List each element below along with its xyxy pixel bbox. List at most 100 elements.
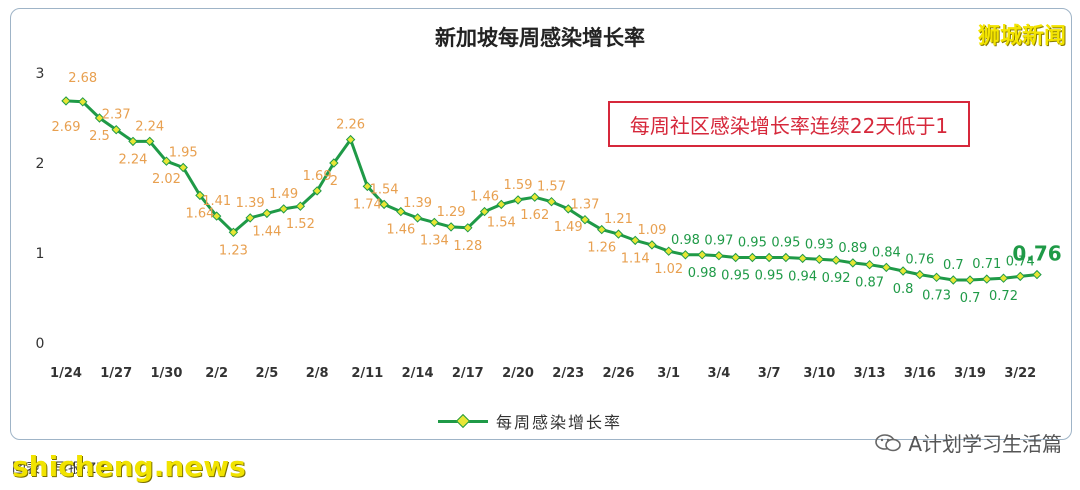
x-tick-label: 2/26 bbox=[603, 366, 635, 381]
x-tick-label: 3/10 bbox=[803, 366, 835, 381]
data-label: 1.34 bbox=[420, 233, 449, 248]
data-label: 1.09 bbox=[637, 223, 666, 238]
data-label: 1.64 bbox=[185, 206, 214, 221]
data-label: 1.23 bbox=[219, 243, 248, 258]
x-tick-label: 3/22 bbox=[1004, 366, 1036, 381]
data-label: 1.62 bbox=[520, 208, 549, 223]
data-label: 1.39 bbox=[403, 196, 432, 211]
data-label: 0.98 bbox=[688, 266, 717, 281]
wechat-icon bbox=[875, 433, 902, 451]
data-label: 2.26 bbox=[336, 118, 365, 133]
data-point bbox=[128, 136, 138, 147]
data-label: 2.24 bbox=[118, 152, 147, 167]
data-point bbox=[161, 156, 172, 166]
data-label: 1.52 bbox=[286, 217, 315, 232]
annotation-text: 每周社区感染增长率连续22天低于1 bbox=[629, 113, 949, 138]
data-point bbox=[144, 136, 155, 147]
data-point bbox=[379, 199, 389, 210]
data-point bbox=[1015, 271, 1025, 282]
x-tick-label: 3/7 bbox=[758, 366, 781, 381]
annotation-box: 每周社区感染增长率连续22天低于1 bbox=[608, 101, 970, 147]
data-label: 2.02 bbox=[152, 172, 181, 187]
brand-logo-text: 狮城新闻 bbox=[977, 24, 1066, 49]
data-point bbox=[663, 246, 674, 256]
data-label: 1.14 bbox=[621, 251, 650, 266]
data-point bbox=[278, 204, 289, 214]
y-tick-label: 3 bbox=[36, 66, 45, 82]
data-label: 1.39 bbox=[236, 196, 265, 211]
x-tick-label: 3/13 bbox=[854, 366, 886, 381]
data-point bbox=[982, 274, 992, 284]
data-point bbox=[530, 192, 540, 202]
data-label: 0.94 bbox=[788, 269, 817, 284]
data-label: 0.8 bbox=[893, 282, 914, 297]
data-point bbox=[329, 158, 339, 168]
data-label: 0.74 bbox=[1006, 254, 1035, 269]
data-point bbox=[680, 250, 691, 260]
data-point bbox=[262, 208, 272, 219]
data-label: 0.95 bbox=[755, 269, 784, 284]
data-label: 1.69 bbox=[303, 169, 332, 184]
data-label: 1.29 bbox=[437, 205, 466, 220]
data-point bbox=[714, 250, 724, 261]
data-label: 0.72 bbox=[989, 289, 1018, 304]
data-point bbox=[546, 196, 557, 207]
y-tick-label: 1 bbox=[36, 246, 45, 262]
x-tick-label: 2/2 bbox=[205, 366, 228, 381]
data-point bbox=[613, 229, 624, 239]
data-point bbox=[797, 253, 808, 264]
data-label: 1.54 bbox=[370, 182, 399, 197]
data-point bbox=[814, 254, 825, 265]
legend-line-swatch-icon bbox=[438, 416, 488, 426]
data-label: 2.68 bbox=[68, 71, 97, 86]
data-point bbox=[111, 124, 121, 135]
data-point bbox=[479, 206, 490, 217]
x-tick-label: 2/5 bbox=[255, 366, 278, 381]
y-tick-label: 2 bbox=[36, 156, 45, 172]
data-label: 2 bbox=[330, 174, 338, 189]
data-point bbox=[245, 213, 255, 223]
legend: 每周感染增长率 bbox=[438, 409, 622, 433]
data-label: 0.92 bbox=[822, 271, 851, 286]
data-label: 0.97 bbox=[704, 234, 733, 249]
data-point bbox=[178, 162, 188, 173]
y-tick-label: 0 bbox=[36, 336, 45, 352]
data-label: 1.37 bbox=[571, 198, 600, 213]
data-label: 0.98 bbox=[671, 233, 700, 248]
data-label: 1.95 bbox=[169, 146, 198, 161]
data-point bbox=[195, 190, 205, 201]
x-tick-label: 2/11 bbox=[351, 366, 383, 381]
data-label: 1.49 bbox=[269, 187, 298, 202]
x-tick-label: 2/14 bbox=[402, 366, 434, 381]
data-point bbox=[881, 262, 892, 273]
data-label: 1.54 bbox=[487, 215, 516, 230]
data-point bbox=[730, 252, 741, 263]
data-label: 2.5 bbox=[89, 129, 110, 144]
data-point bbox=[396, 206, 406, 217]
data-label: 1.28 bbox=[453, 239, 482, 254]
data-label: 0.95 bbox=[738, 236, 767, 251]
data-point bbox=[931, 272, 942, 283]
data-point bbox=[898, 266, 908, 276]
data-point bbox=[345, 134, 356, 145]
data-point bbox=[563, 204, 573, 214]
chart-frame bbox=[10, 8, 1072, 440]
data-label: 1.21 bbox=[604, 212, 633, 227]
data-point bbox=[998, 273, 1009, 283]
data-point bbox=[781, 252, 791, 263]
x-tick-label: 1/27 bbox=[100, 366, 132, 381]
data-label: 0.93 bbox=[805, 237, 834, 252]
data-point bbox=[864, 259, 875, 270]
data-point bbox=[597, 224, 607, 235]
data-point bbox=[630, 235, 640, 246]
data-point bbox=[362, 181, 373, 192]
x-tick-label: 2/23 bbox=[552, 366, 584, 381]
x-tick-label: 1/30 bbox=[151, 366, 183, 381]
data-point bbox=[312, 186, 322, 196]
data-label: 2.37 bbox=[102, 108, 131, 123]
wechat-account-label: A计划学习生活篇 bbox=[908, 432, 1062, 456]
data-point bbox=[747, 252, 758, 263]
data-label: 1.41 bbox=[202, 194, 231, 209]
data-point bbox=[848, 258, 858, 268]
